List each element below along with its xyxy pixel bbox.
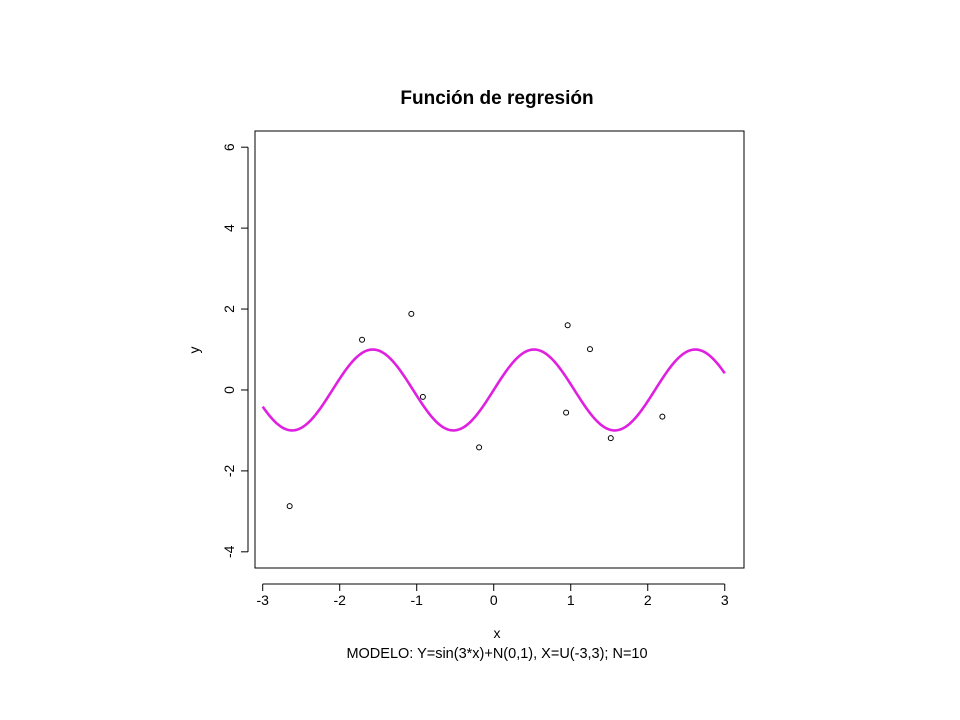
chart-subtitle: MODELO: Y=sin(3*x)+N(0,1), X=U(-3,3); N=… [346,646,647,662]
data-point [659,413,666,420]
data-point [607,435,614,442]
plot-area-frame [254,130,745,569]
y-tick-label: -2 [221,464,237,477]
y-axis: -4 -2 0 2 4 6 [221,143,249,558]
regression-curve [261,348,726,432]
x-tick-label: -1 [410,592,423,608]
regression-curve-layer [261,348,726,432]
x-tick-label: 1 [567,592,575,608]
y-tick-label: 2 [221,305,237,313]
chart-title: Función de regresión [400,88,593,109]
y-tick-label: 4 [221,224,237,232]
data-point [563,409,570,416]
data-point [359,336,366,343]
data-point [586,346,593,353]
y-axis-label: y [186,347,202,354]
x-tick-label: 0 [490,592,498,608]
x-tick-label: -3 [256,592,269,608]
x-tick-label: -2 [333,592,346,608]
data-point [408,310,415,317]
data-point [286,503,293,510]
y-tick-label: 6 [221,143,237,151]
data-point [419,393,426,400]
data-point [476,444,483,451]
data-point [564,322,571,329]
x-tick-label: 3 [721,592,729,608]
x-axis: -3 -2 -1 0 1 2 3 [256,583,729,608]
y-tick-label: -4 [221,545,237,558]
y-tick-label: 0 [221,386,237,394]
x-axis-label: x [494,625,501,641]
data-points-layer [286,310,666,510]
x-tick-label: 2 [644,592,652,608]
